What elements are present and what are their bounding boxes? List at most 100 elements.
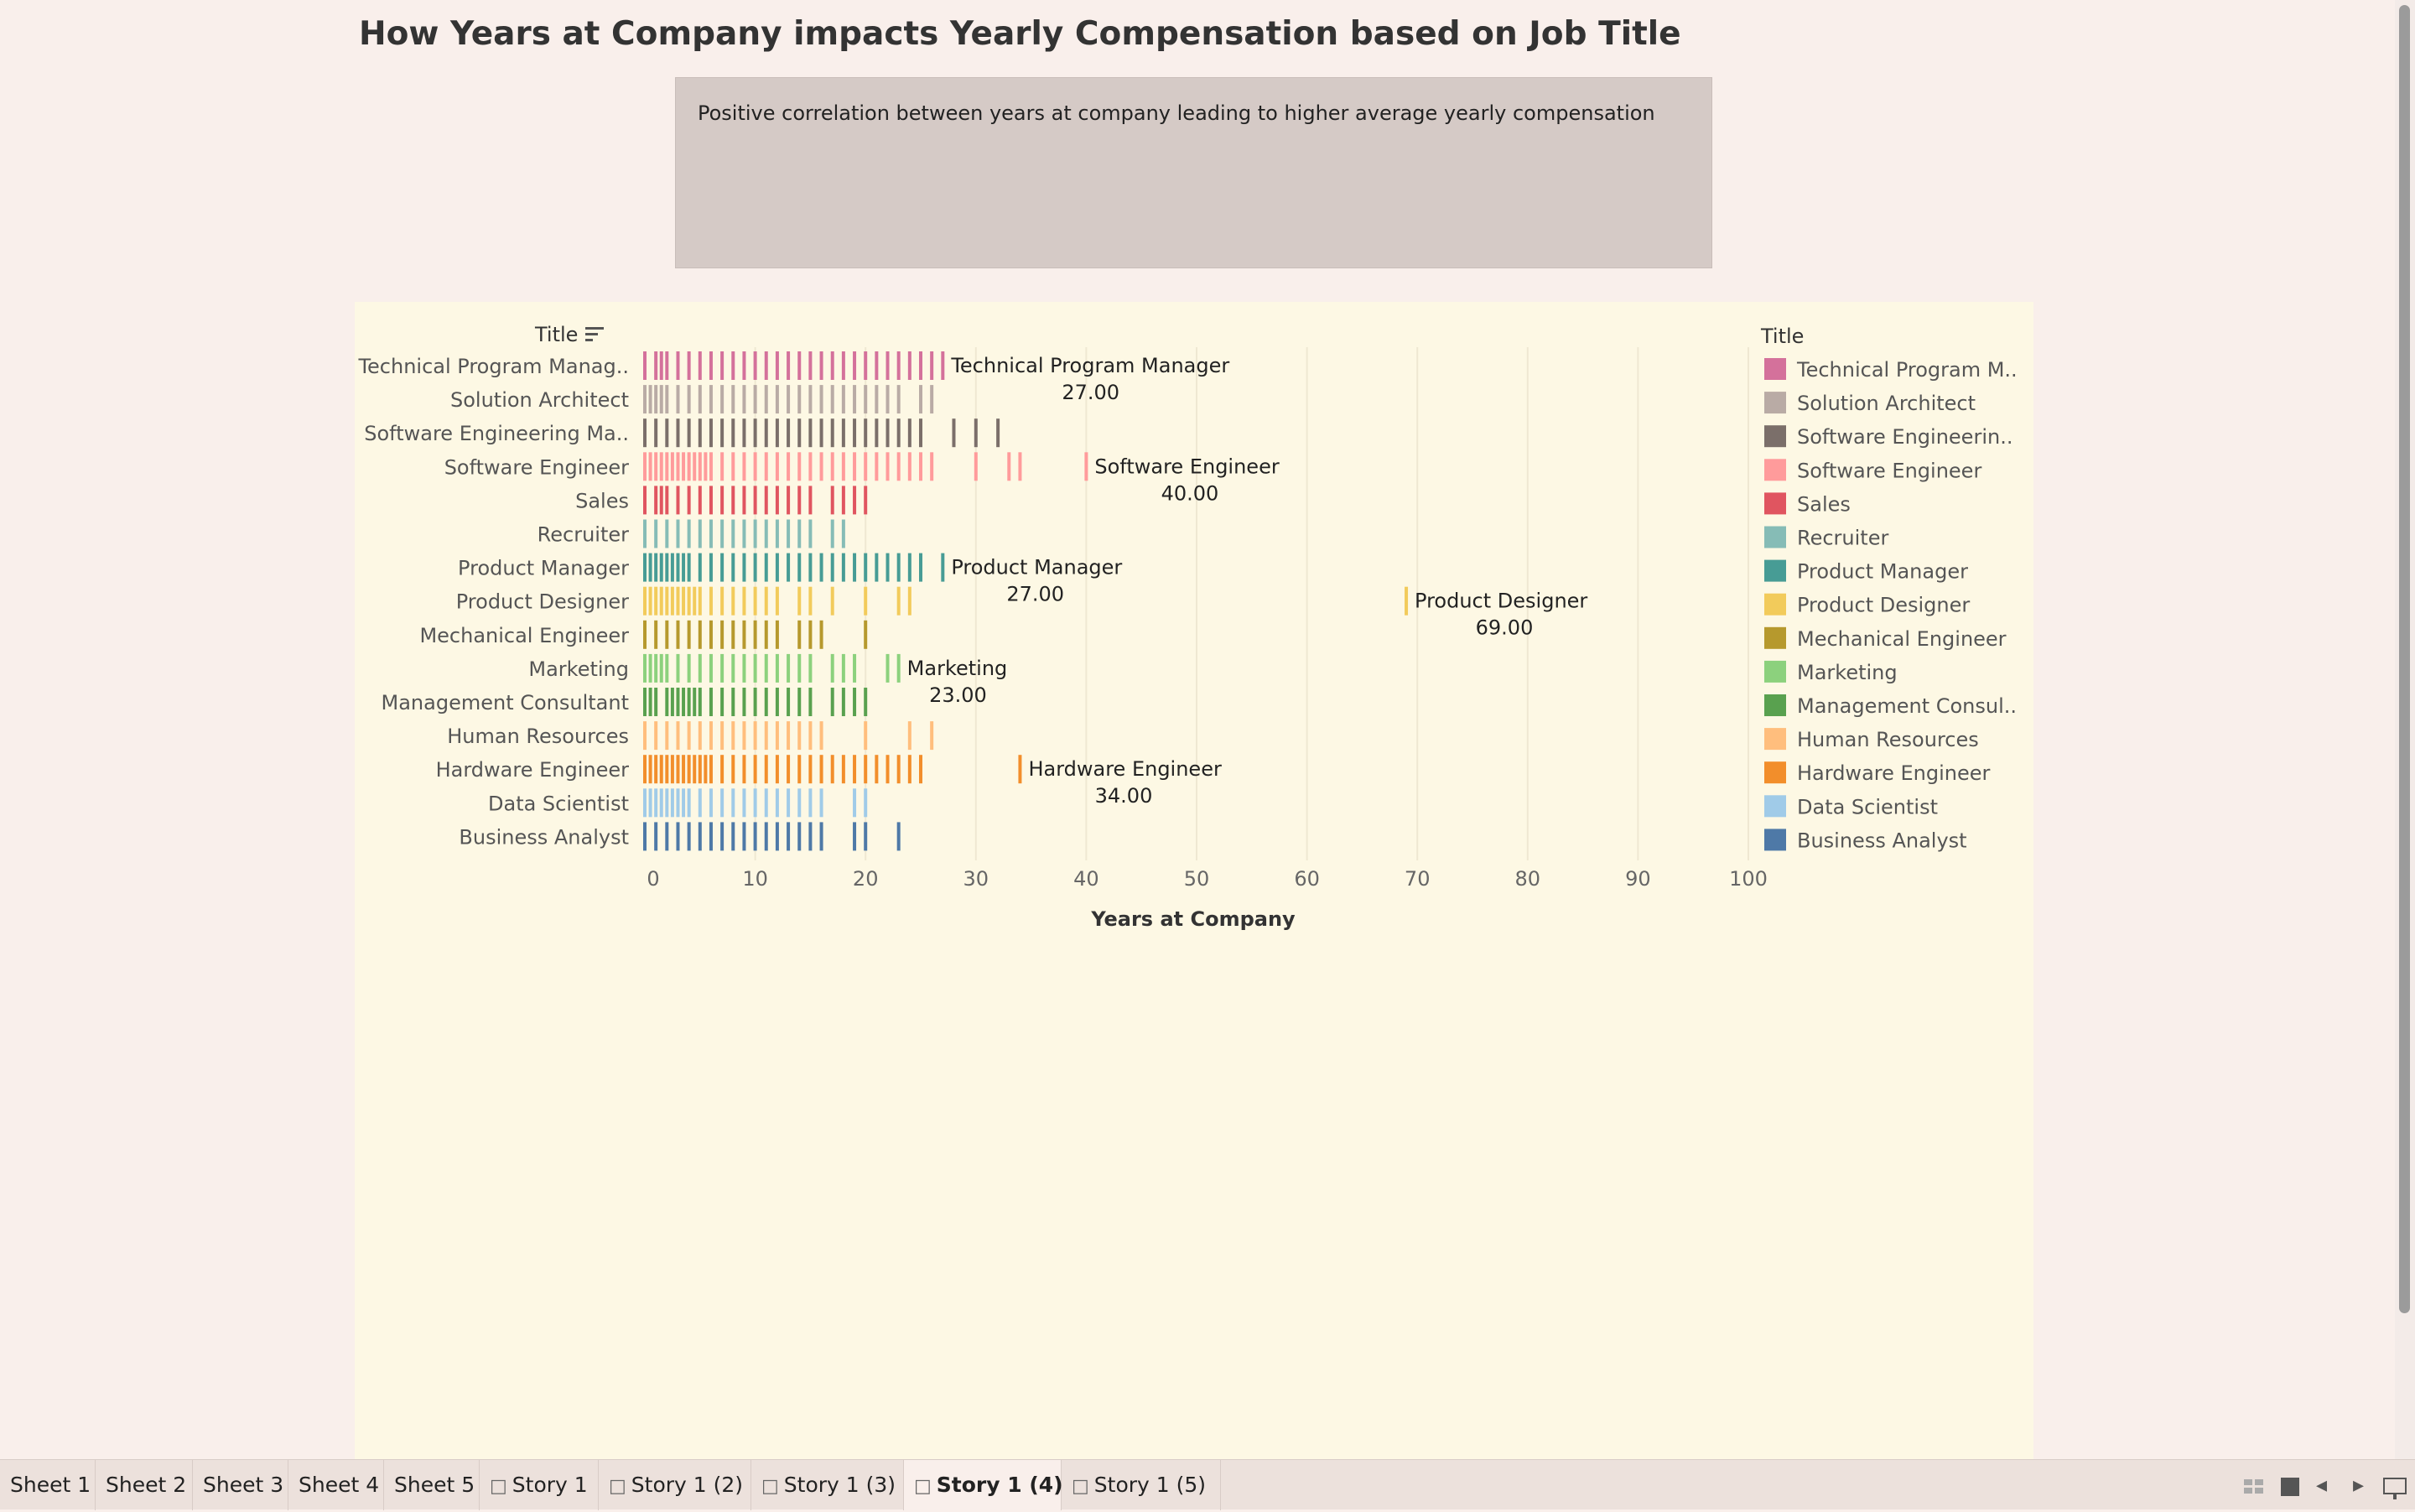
prev-arrow-icon[interactable]: ◂ <box>2316 1473 2328 1498</box>
data-mark <box>797 620 802 649</box>
story-caption-box[interactable]: Positive correlation between years at co… <box>675 77 1712 268</box>
category-label: Product Manager <box>458 557 629 580</box>
data-mark <box>787 486 791 515</box>
data-mark <box>643 788 647 818</box>
data-mark <box>797 553 802 582</box>
data-mark <box>654 486 658 515</box>
scrollbar-thumb[interactable] <box>2399 5 2410 1313</box>
data-mark <box>731 385 735 414</box>
category-label: Hardware Engineer <box>436 758 630 782</box>
data-mark <box>720 620 724 649</box>
legend-entry[interactable]: Product Designer <box>1797 594 1970 617</box>
data-mark <box>896 385 901 414</box>
data-mark <box>930 351 934 380</box>
legend-entry[interactable]: Mechanical Engineer <box>1797 627 2007 651</box>
tab-story-1-4[interactable]: □ Story 1 (4) <box>904 1460 1063 1510</box>
data-mark <box>808 822 813 851</box>
data-mark <box>808 486 813 515</box>
legend-entry[interactable]: Solution Architect <box>1797 392 1976 415</box>
data-mark <box>654 822 658 851</box>
data-mark <box>709 620 713 649</box>
legend-swatch[interactable] <box>1764 795 1786 818</box>
data-mark <box>753 822 757 851</box>
data-mark <box>687 351 691 380</box>
tab-story-1[interactable]: □ Story 1 <box>480 1460 599 1510</box>
data-mark <box>742 822 746 851</box>
story-book-icon: □ <box>609 1476 626 1497</box>
data-mark <box>665 822 669 851</box>
legend-swatch[interactable] <box>1764 694 1786 716</box>
data-mark <box>919 385 922 414</box>
data-mark <box>764 351 768 380</box>
legend-entry[interactable]: Recruiter <box>1797 527 1888 550</box>
tab-story-1-2[interactable]: □ Story 1 (2) <box>599 1460 751 1510</box>
category-label: Management Consultant <box>382 691 630 714</box>
data-mark <box>764 452 768 481</box>
legend-swatch[interactable] <box>1764 728 1786 751</box>
presentation-mode-icon[interactable] <box>2383 1478 2407 1499</box>
data-mark <box>764 688 768 716</box>
legend-swatch[interactable] <box>1764 761 1786 784</box>
data-mark <box>654 586 658 616</box>
data-mark <box>731 486 735 515</box>
legend-entry[interactable]: Hardware Engineer <box>1797 761 1991 785</box>
annotation-value: 27.00 <box>1006 583 1064 606</box>
legend-entry[interactable]: Technical Program M.. <box>1796 358 2018 382</box>
category-label: Mechanical Engineer <box>419 624 629 647</box>
legend-swatch[interactable] <box>1764 459 1786 481</box>
tab-sheet-4[interactable]: Sheet 4 <box>288 1460 384 1510</box>
data-mark <box>665 721 669 751</box>
viz-area[interactable]: Title Technical Program Manag.. Solution A… <box>355 302 2033 1459</box>
data-mark <box>775 788 779 818</box>
tab-story-1-3[interactable]: □ Story 1 (3) <box>751 1460 904 1510</box>
legend-entry[interactable]: Data Scientist <box>1797 795 1938 818</box>
legend-entry[interactable]: Business Analyst <box>1797 829 1967 852</box>
data-mark <box>687 653 691 683</box>
legend-swatch[interactable] <box>1764 660 1786 683</box>
legend-entry[interactable]: Human Resources <box>1797 728 1979 751</box>
legend-swatch[interactable] <box>1764 526 1786 548</box>
legend-entry[interactable]: Marketing <box>1797 661 1898 684</box>
data-mark <box>753 519 757 548</box>
data-mark <box>753 351 757 380</box>
legend-swatch[interactable] <box>1764 358 1786 380</box>
data-mark <box>830 688 834 716</box>
data-mark <box>659 653 663 683</box>
tab-sheet-3[interactable]: Sheet 3 <box>193 1460 288 1510</box>
next-arrow-icon[interactable]: ▸ <box>2353 1473 2365 1498</box>
legend-swatch[interactable] <box>1764 626 1786 649</box>
legend-swatch[interactable] <box>1764 829 1786 851</box>
sort-descending-icon[interactable] <box>585 327 604 341</box>
data-mark <box>698 755 702 784</box>
legend-swatch[interactable] <box>1764 425 1786 448</box>
legend-swatch[interactable] <box>1764 593 1786 616</box>
data-mark <box>709 755 713 784</box>
category-label: Data Scientist <box>488 792 629 815</box>
data-mark <box>643 385 647 414</box>
legend-entry[interactable]: Management Consul.. <box>1797 694 2017 718</box>
vertical-scrollbar[interactable] <box>2395 0 2415 1459</box>
data-mark <box>698 452 702 481</box>
legend-entry[interactable]: Software Engineerin.. <box>1797 425 2012 449</box>
data-mark <box>797 688 802 716</box>
data-mark <box>864 452 868 481</box>
tab-sheet-2[interactable]: Sheet 2 <box>96 1460 193 1510</box>
grid-view-icon[interactable] <box>2244 1479 2264 1494</box>
legend-entry[interactable]: Sales <box>1797 492 1851 516</box>
legend-swatch[interactable] <box>1764 492 1786 515</box>
data-mark <box>720 452 724 481</box>
legend-entry[interactable]: Product Manager <box>1797 560 1968 584</box>
tab-story-1-5[interactable]: □ Story 1 (5) <box>1062 1460 1221 1510</box>
data-mark <box>808 653 813 683</box>
data-mark <box>742 755 746 784</box>
legend-swatch[interactable] <box>1764 559 1786 582</box>
strip-chart[interactable]: Title Technical Program Manag.. Solution A… <box>355 302 2033 1459</box>
legend-swatch[interactable] <box>1764 392 1786 414</box>
single-view-icon[interactable] <box>2281 1478 2299 1496</box>
legend-entry[interactable]: Software Engineer <box>1797 459 1981 482</box>
data-mark <box>720 653 724 683</box>
tab-sheet-1[interactable]: Sheet 1 <box>0 1460 96 1510</box>
tab-sheet-5[interactable]: Sheet 5 <box>384 1460 480 1510</box>
data-mark <box>753 620 757 649</box>
data-mark <box>808 519 813 548</box>
